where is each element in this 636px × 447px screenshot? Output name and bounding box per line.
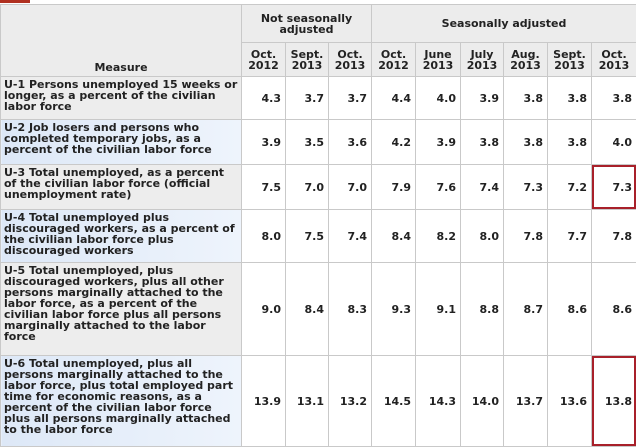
value-cell: 8.4 (286, 263, 329, 356)
value-cell: 3.9 (461, 77, 504, 120)
value-cell: 3.8 (548, 77, 592, 120)
column-header: Oct. 2013 (329, 43, 372, 77)
value-cell: 13.2 (329, 356, 372, 447)
measure-cell: U-5 Total unemployed, plus discouraged w… (1, 263, 242, 356)
value-cell: 14.0 (461, 356, 504, 447)
value-cell: 3.5 (286, 120, 329, 165)
value-cell: 7.4 (329, 210, 372, 263)
value-cell: 7.4 (461, 165, 504, 210)
value-cell: 9.3 (372, 263, 416, 356)
value-cell: 3.8 (504, 120, 548, 165)
value-cell: 13.9 (242, 356, 286, 447)
value-cell: 7.5 (242, 165, 286, 210)
table-row: U-6 Total unemployed, plus all persons m… (1, 356, 636, 447)
value-cell: 14.3 (416, 356, 461, 447)
value-cell: 7.0 (329, 165, 372, 210)
value-cell: 7.9 (372, 165, 416, 210)
group-header: Seasonally adjusted (372, 5, 636, 43)
value-cell: 13.6 (548, 356, 592, 447)
column-header: July 2013 (461, 43, 504, 77)
table-row: U-1 Persons unemployed 15 weeks or longe… (1, 77, 636, 120)
value-cell: 7.3 (592, 165, 636, 210)
value-cell: 9.1 (416, 263, 461, 356)
value-cell: 13.7 (504, 356, 548, 447)
value-cell: 7.7 (548, 210, 592, 263)
column-header: Sept. 2013 (286, 43, 329, 77)
value-cell: 3.8 (461, 120, 504, 165)
value-cell: 3.8 (504, 77, 548, 120)
table-row: U-5 Total unemployed, plus discouraged w… (1, 263, 636, 356)
measure-cell: U-3 Total unemployed, as a percent of th… (1, 165, 242, 210)
value-cell: 4.4 (372, 77, 416, 120)
value-cell: 8.2 (416, 210, 461, 263)
value-cell: 7.0 (286, 165, 329, 210)
value-cell: 4.3 (242, 77, 286, 120)
value-cell: 3.7 (286, 77, 329, 120)
value-cell: 9.0 (242, 263, 286, 356)
column-header: June 2013 (416, 43, 461, 77)
top-strip (0, 0, 30, 3)
measure-cell: U-2 Job losers and persons who completed… (1, 120, 242, 165)
table-row: U-4 Total unemployed plus discouraged wo… (1, 210, 636, 263)
column-header: Oct. 2012 (372, 43, 416, 77)
value-cell: 4.0 (416, 77, 461, 120)
value-cell: 8.3 (329, 263, 372, 356)
value-cell: 7.2 (548, 165, 592, 210)
column-header: Aug. 2013 (504, 43, 548, 77)
table-row: U-3 Total unemployed, as a percent of th… (1, 165, 636, 210)
value-cell: 14.5 (372, 356, 416, 447)
measure-cell: U-4 Total unemployed plus discouraged wo… (1, 210, 242, 263)
value-cell: 3.9 (242, 120, 286, 165)
value-cell: 13.8 (592, 356, 636, 447)
value-cell: 7.8 (504, 210, 548, 263)
value-cell: 4.0 (592, 120, 636, 165)
value-cell: 7.5 (286, 210, 329, 263)
column-header: Oct. 2012 (242, 43, 286, 77)
value-cell: 7.6 (416, 165, 461, 210)
value-cell: 8.8 (461, 263, 504, 356)
column-header: Oct. 2013 (592, 43, 636, 77)
value-cell: 4.2 (372, 120, 416, 165)
column-header: Sept. 2013 (548, 43, 592, 77)
value-cell: 7.8 (592, 210, 636, 263)
value-cell: 3.8 (548, 120, 592, 165)
value-cell: 13.1 (286, 356, 329, 447)
value-cell: 8.6 (548, 263, 592, 356)
measure-cell: U-6 Total unemployed, plus all persons m… (1, 356, 242, 447)
value-cell: 8.4 (372, 210, 416, 263)
value-cell: 8.0 (461, 210, 504, 263)
value-cell: 3.8 (592, 77, 636, 120)
value-cell: 8.6 (592, 263, 636, 356)
value-cell: 3.7 (329, 77, 372, 120)
value-cell: 8.0 (242, 210, 286, 263)
unemployment-table: Measure Not seasonally adjusted Seasonal… (0, 4, 636, 447)
measure-cell: U-1 Persons unemployed 15 weeks or longe… (1, 77, 242, 120)
value-cell: 7.3 (504, 165, 548, 210)
group-header: Not seasonally adjusted (242, 5, 372, 43)
table-row: U-2 Job losers and persons who completed… (1, 120, 636, 165)
measure-header: Measure (1, 5, 242, 77)
value-cell: 3.9 (416, 120, 461, 165)
value-cell: 3.6 (329, 120, 372, 165)
value-cell: 8.7 (504, 263, 548, 356)
